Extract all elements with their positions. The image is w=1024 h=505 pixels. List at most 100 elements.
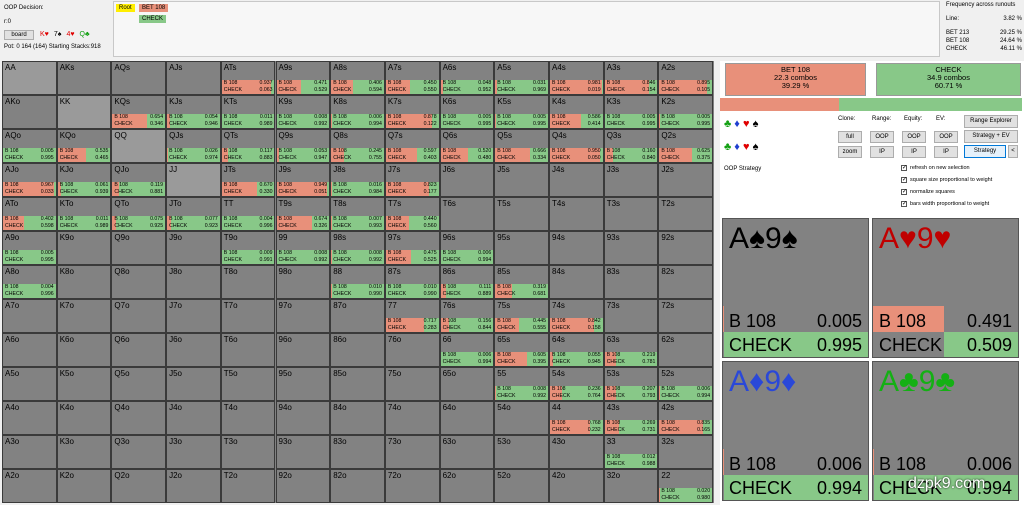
- hand-cell[interactable]: K7o: [56, 299, 112, 333]
- hand-cell[interactable]: K5s B 108 0.005 CHECK 0.995: [494, 95, 549, 129]
- hand-cell[interactable]: A9o B 108 0.005 CHECK 0.995: [2, 231, 57, 265]
- hand-detail-panel[interactable]: A♠9♠ B 108 0.005 CHECK 0.995: [722, 218, 869, 358]
- hand-cell[interactable]: QTs B 108 0.117 CHECK 0.883: [220, 129, 276, 163]
- tree-bet-node[interactable]: BET 108: [139, 4, 169, 12]
- hand-cell[interactable]: A3o: [2, 435, 57, 469]
- hand-cell[interactable]: 98s B 108 0.008 CHECK 0.992: [330, 231, 385, 265]
- hand-cell[interactable]: 88 B 108 0.010 CHECK 0.990: [330, 265, 385, 299]
- hand-cell[interactable]: 76s B 108 0.156 CHECK 0.844: [439, 299, 495, 333]
- diamond-icon[interactable]: ♦: [734, 118, 740, 130]
- hand-cell[interactable]: K7s B 108 0.878 CHECK 0.122: [384, 95, 440, 129]
- hand-cell[interactable]: J7o: [166, 299, 221, 333]
- hand-cell[interactable]: A5s B 108 0.031 CHECK 0.969: [494, 61, 549, 95]
- hand-cell[interactable]: KJo B 108 0.061 CHECK 0.939: [56, 163, 112, 197]
- hand-cell[interactable]: K4o: [56, 401, 112, 435]
- hand-cell[interactable]: Q3o: [111, 435, 167, 469]
- hand-cell[interactable]: 85o: [330, 367, 385, 401]
- back-button[interactable]: <: [1008, 145, 1018, 158]
- option-checkbox[interactable]: ✓: [901, 165, 908, 171]
- hand-cell[interactable]: 62o: [439, 469, 495, 503]
- check-summary[interactable]: CHECK 34.9 combos 60.71 %: [876, 63, 1021, 96]
- club-icon[interactable]: ♣: [724, 141, 732, 153]
- hand-cell[interactable]: 87s B 108 0.010 CHECK 0.990: [384, 265, 440, 299]
- hand-cell[interactable]: 63s B 108 0.219 CHECK 0.781: [603, 333, 659, 367]
- hand-cell[interactable]: T9o B 108 0.009 CHECK 0.991: [220, 231, 276, 265]
- hand-cell[interactable]: 82s: [658, 265, 714, 299]
- hand-cell[interactable]: A8o B 108 0.004 CHECK 0.996: [2, 265, 57, 299]
- hand-cell[interactable]: 55 B 108 0.008 CHECK 0.992: [494, 367, 549, 401]
- hand-cell[interactable]: T8o: [220, 265, 276, 299]
- hand-cell[interactable]: A7o: [2, 299, 57, 333]
- hand-cell[interactable]: 73o: [384, 435, 440, 469]
- hand-cell[interactable]: A6s B 108 0.048 CHECK 0.952: [439, 61, 495, 95]
- hand-cell[interactable]: 52o: [494, 469, 549, 503]
- hand-cell[interactable]: T5s: [494, 197, 549, 231]
- strategy-button[interactable]: Strategy: [964, 145, 1006, 158]
- hand-cell[interactable]: 83o: [330, 435, 385, 469]
- hand-cell[interactable]: JTo B 108 0.077 CHECK 0.923: [166, 197, 221, 231]
- hand-cell[interactable]: K9o: [56, 231, 112, 265]
- hand-cell[interactable]: Q2s B 108 0.625 CHECK 0.375: [658, 129, 714, 163]
- hand-cell[interactable]: 75s B 108 0.445 CHECK 0.555: [494, 299, 549, 333]
- heart-icon[interactable]: ♥: [742, 141, 750, 153]
- hand-cell[interactable]: A4o: [2, 401, 57, 435]
- board-button[interactable]: board: [4, 30, 34, 40]
- hand-cell[interactable]: Q6s B 108 0.520 CHECK 0.480: [439, 129, 495, 163]
- hand-cell[interactable]: 43o: [549, 435, 604, 469]
- hand-cell[interactable]: Q4s B 108 0.950 CHECK 0.050: [549, 129, 604, 163]
- hand-cell[interactable]: K3s B 108 0.005 CHECK 0.995: [603, 95, 659, 129]
- hand-cell[interactable]: AJo B 108 0.967 CHECK 0.033: [2, 163, 57, 197]
- hand-cell[interactable]: Q3s B 108 0.160 CHECK 0.840: [603, 129, 659, 163]
- tree-root-node[interactable]: Root: [116, 4, 135, 12]
- hand-cell[interactable]: 86o: [330, 333, 385, 367]
- hand-cell[interactable]: Q8o: [111, 265, 167, 299]
- hand-cell[interactable]: K2o: [56, 469, 112, 503]
- hand-cell[interactable]: 74s B 108 0.842 CHECK 0.158: [549, 299, 604, 333]
- hand-cell[interactable]: J5s: [494, 163, 549, 197]
- hand-cell[interactable]: 62s: [658, 333, 714, 367]
- hand-cell[interactable]: 32s: [658, 435, 714, 469]
- hand-cell[interactable]: AA: [2, 61, 57, 95]
- hand-cell[interactable]: Q5s B 108 0.666 CHECK 0.334: [494, 129, 549, 163]
- option-checkbox[interactable]: ✓: [901, 201, 908, 207]
- hand-cell[interactable]: J2s: [658, 163, 714, 197]
- hand-cell[interactable]: T3o: [220, 435, 276, 469]
- hand-cell[interactable]: 87o: [330, 299, 385, 333]
- hand-cell[interactable]: 94o: [275, 401, 331, 435]
- hand-cell[interactable]: KQo B 108 0.535 CHECK 0.465: [56, 129, 112, 163]
- hand-cell[interactable]: QQ: [111, 129, 167, 163]
- hand-cell[interactable]: AQs: [111, 61, 167, 95]
- hand-cell[interactable]: 83s: [603, 265, 659, 299]
- hand-cell[interactable]: T2s: [658, 197, 714, 231]
- hand-cell[interactable]: 84o: [330, 401, 385, 435]
- hand-cell[interactable]: K6o: [56, 333, 112, 367]
- hand-cell[interactable]: T7o: [220, 299, 276, 333]
- clone-zoom-button[interactable]: zoom: [838, 146, 862, 158]
- hand-cell[interactable]: 65s B 108 0.605 CHECK 0.395: [494, 333, 549, 367]
- hand-cell[interactable]: 86s B 108 0.111 CHECK 0.889: [439, 265, 495, 299]
- hand-cell[interactable]: KJs B 108 0.054 CHECK 0.946: [166, 95, 221, 129]
- hand-cell[interactable]: 65o: [439, 367, 495, 401]
- hand-cell[interactable]: 96s B 108 0.006 CHECK 0.994: [439, 231, 495, 265]
- hand-cell[interactable]: T3s: [603, 197, 659, 231]
- option-checkbox[interactable]: ✓: [901, 189, 908, 195]
- hand-cell[interactable]: QJs B 108 0.026 CHECK 0.974: [166, 129, 221, 163]
- hand-cell[interactable]: AKs: [56, 61, 112, 95]
- hand-cell[interactable]: 77 B 108 0.717 CHECK 0.283: [384, 299, 440, 333]
- hand-detail-panel[interactable]: A♥9♥ B 108 0.491 CHECK 0.509: [872, 218, 1019, 358]
- hand-cell[interactable]: KTo B 108 0.011 CHECK 0.989: [56, 197, 112, 231]
- hand-cell[interactable]: JJ: [166, 163, 221, 197]
- hand-cell[interactable]: AKo: [2, 95, 57, 129]
- hand-cell[interactable]: 82o: [330, 469, 385, 503]
- ev-ip-button[interactable]: IP: [934, 146, 958, 158]
- option-checkbox[interactable]: ✓: [901, 177, 908, 183]
- hand-cell[interactable]: 33 B 108 0.012 CHECK 0.988: [603, 435, 659, 469]
- hand-cell[interactable]: Q9s B 108 0.053 CHECK 0.947: [275, 129, 331, 163]
- hand-cell[interactable]: J9o: [166, 231, 221, 265]
- hand-cell[interactable]: 74o: [384, 401, 440, 435]
- range-ip-button[interactable]: IP: [870, 146, 894, 158]
- hand-cell[interactable]: 72s: [658, 299, 714, 333]
- equity-oop-button[interactable]: OOP: [902, 131, 926, 143]
- hand-cell[interactable]: 97o: [275, 299, 331, 333]
- hand-cell[interactable]: 53o: [494, 435, 549, 469]
